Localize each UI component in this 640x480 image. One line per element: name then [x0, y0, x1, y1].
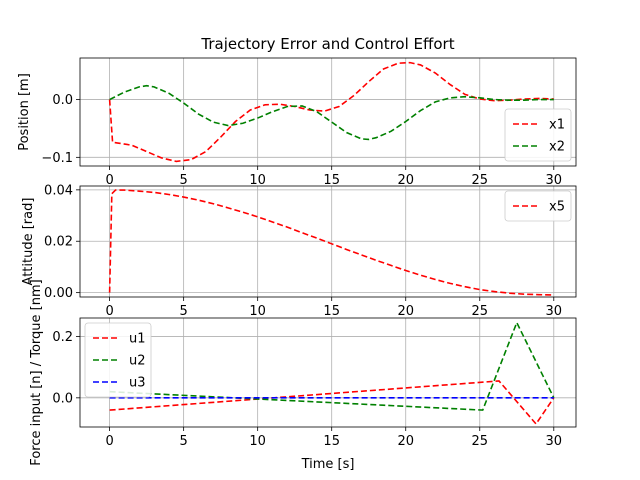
y-axis-label: Attitude [rad] — [21, 198, 36, 286]
x-tick-label: 30 — [546, 304, 563, 319]
x-tick-label: 15 — [323, 304, 340, 319]
x-tick-label: 5 — [180, 304, 188, 319]
y-tick-label: 0.04 — [44, 183, 73, 198]
y-tick-label: 0.02 — [44, 235, 73, 250]
x-tick-label: 20 — [397, 304, 414, 319]
x-axis-label: Time [s] — [301, 457, 355, 472]
series-line-x5 — [108, 189, 554, 296]
subplot-2: 0 5 10 15 20 25 30 0.00 0.02 0.04 Attitude [rad] x5 — [21, 183, 577, 319]
x-tick-label: 10 — [249, 304, 266, 319]
y-tick-label: 0.2 — [52, 330, 73, 345]
legend-label-u1: u1 — [129, 332, 146, 347]
legend-label-x5: x5 — [549, 200, 565, 215]
x-tick-label: 5 — [180, 434, 188, 449]
plot-frame — [79, 317, 577, 428]
y-axis-label: Position [m] — [17, 73, 32, 151]
legend-label-x1: x1 — [549, 118, 565, 133]
y-axis-label: Force input [n] / Torque [nm] — [29, 279, 44, 465]
subplot-3: 0 5 10 15 20 25 30 0.0 0.2 Force input [n] / Torq… — [29, 279, 577, 466]
x-tick-label: 10 — [249, 173, 266, 188]
legend-label-x2: x2 — [549, 140, 565, 155]
x-tick-label: 0 — [105, 173, 113, 188]
x-tick-label: 10 — [249, 434, 266, 449]
series-line-u2 — [109, 320, 555, 411]
legend-box — [504, 108, 572, 162]
x-tick-label: 25 — [471, 434, 488, 449]
legend-label-u2: u2 — [129, 354, 146, 369]
legend: x5 — [504, 190, 572, 222]
series-line-x2 — [109, 84, 554, 141]
x-tick-label: 30 — [546, 173, 563, 188]
x-tick-label: 0 — [105, 434, 113, 449]
x-tick-label: 15 — [323, 434, 340, 449]
x-tick-label: 0 — [105, 304, 113, 319]
x-tick-label: 25 — [471, 173, 488, 188]
x-tick-label: 20 — [397, 434, 414, 449]
y-tick-label: 0.0 — [52, 93, 73, 108]
legend-box — [504, 190, 572, 222]
y-tick-label: 0.00 — [44, 286, 73, 301]
legend: u1 u2 u3 — [84, 322, 152, 398]
plot-frame — [79, 57, 577, 167]
series-line-u1 — [109, 380, 555, 426]
y-tick-label: 0.0 — [52, 391, 73, 406]
x-tick-label: 25 — [471, 304, 488, 319]
x-tick-label: 15 — [323, 173, 340, 188]
x-tick-label: 20 — [397, 173, 414, 188]
legend-label-u3: u3 — [129, 376, 146, 391]
legend-box — [84, 322, 152, 398]
chart-title: Trajectory Error and Control Effort — [200, 35, 454, 53]
y-tick-label: −0.1 — [41, 151, 73, 166]
x-tick-label: 30 — [546, 434, 563, 449]
x-tick-label: 5 — [180, 173, 188, 188]
